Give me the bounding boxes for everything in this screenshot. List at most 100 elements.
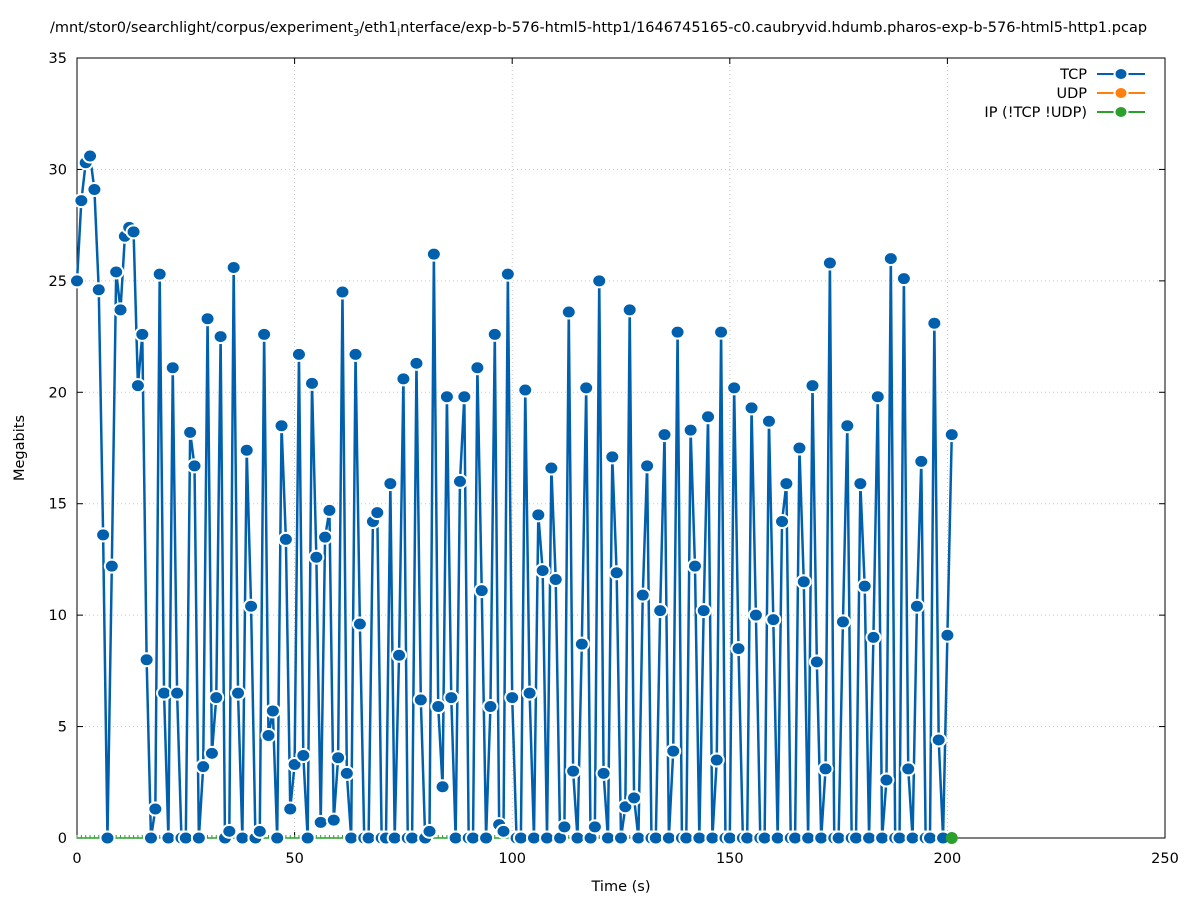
tcp-data-point [591, 273, 608, 289]
tcp-data-point [613, 830, 629, 846]
tcp-data-point [482, 699, 499, 715]
tcp-data-point [504, 690, 521, 706]
tcp-data-point [869, 389, 886, 405]
tcp-data-point [512, 830, 529, 846]
tcp-data-point [243, 598, 260, 614]
tcp-data-point [190, 830, 207, 846]
tcp-data-point [421, 823, 438, 839]
tcp-data-point [469, 360, 486, 376]
tcp-data-point [334, 284, 351, 300]
tcp-data-point [834, 614, 851, 630]
tcp-data-point [743, 400, 760, 416]
tcp-data-point [556, 819, 573, 835]
tcp-data-point [273, 418, 290, 434]
tcp-data-point [608, 565, 625, 581]
tcp-data-point [199, 311, 216, 327]
tcp-data-point [830, 830, 847, 846]
tcp-data-point [817, 761, 834, 777]
tcp-data-point [251, 823, 268, 839]
tcp-data-point [721, 830, 738, 846]
tcp-data-point [695, 603, 712, 619]
tcp-data-point [586, 819, 603, 835]
title-segment: 3 [353, 28, 360, 39]
tcp-data-point [425, 246, 442, 262]
tcp-data-point [164, 360, 181, 376]
tcp-data-point [169, 685, 186, 701]
tcp-data-point [652, 603, 669, 619]
tcp-data-point [369, 505, 386, 521]
y-tick-label: 30 [49, 162, 67, 178]
tcp-data-point [156, 685, 173, 701]
tcp-data-point [804, 378, 821, 394]
tcp-data-point [778, 476, 795, 492]
tcp-data-point [878, 772, 895, 788]
tcp-data-point [408, 355, 425, 371]
tcp-data-point [534, 563, 551, 579]
tcp-data-point [203, 745, 220, 761]
tcp-data-point [347, 346, 364, 362]
tcp-data-point [861, 830, 878, 846]
tcp-data-point [800, 830, 817, 846]
tcp-data-point [882, 251, 899, 267]
tcp-data-point [669, 324, 686, 340]
tcp-data-point [604, 449, 621, 465]
x-tick-label: 250 [1151, 851, 1179, 867]
tcp-data-point [142, 830, 159, 846]
tcp-data-point [391, 647, 408, 663]
tcp-data-point [704, 830, 721, 846]
tcp-data-point [103, 558, 120, 574]
tcp-data-point [112, 302, 129, 318]
tcp-data-point [486, 326, 503, 342]
tcp-data-point [264, 703, 281, 719]
tcp-data-point [338, 765, 355, 781]
tcp-data-point [517, 382, 534, 398]
tcp-data-point [443, 690, 460, 706]
tcp-data-point [495, 823, 512, 839]
tcp-data-point [621, 302, 638, 318]
tcp-data-point [147, 801, 164, 817]
tcp-data-point [295, 748, 312, 764]
tcp-data-point [726, 380, 743, 396]
tcp-data-point [125, 224, 142, 240]
tcp-data-point [525, 830, 542, 846]
tcp-data-point [404, 830, 421, 846]
tcp-data-point [186, 458, 203, 474]
y-tick-label: 20 [49, 385, 67, 401]
tcp-data-point [530, 507, 547, 523]
tcp-data-point [195, 759, 212, 775]
tcp-data-point [756, 830, 773, 846]
y-tick-label: 35 [49, 51, 67, 67]
tcp-data-point [304, 375, 321, 391]
tcp-data-point [330, 750, 347, 766]
tcp-data-point [630, 830, 647, 846]
tcp-data-point [269, 830, 286, 846]
tcp-data-point [713, 324, 730, 340]
tcp-data-point [325, 812, 342, 828]
tcp-data-point [343, 830, 360, 846]
tcp-data-point [686, 558, 703, 574]
tcp-data-point [138, 652, 155, 668]
tcp-data-point [225, 259, 242, 275]
legend-label: UDP [1056, 86, 1087, 102]
tcp-data-point [926, 315, 943, 331]
tcp-data-point [569, 830, 586, 846]
tcp-data-point [808, 654, 825, 670]
tcp-data-point [634, 587, 651, 603]
tcp-data-point [769, 830, 786, 846]
tcp-data-point [813, 830, 830, 846]
tcp-data-point [160, 830, 177, 846]
tcp-data-point [521, 685, 538, 701]
tcp-data-point [312, 814, 329, 830]
y-tick-label: 15 [49, 497, 67, 513]
y-tick-label: 10 [49, 608, 67, 624]
legend-marker [1113, 86, 1129, 100]
y-tick-label: 5 [58, 720, 67, 736]
tcp-data-point [69, 273, 85, 289]
tcp-data-point [913, 453, 930, 469]
tcp-data-point [874, 830, 891, 846]
tcp-data-point [86, 181, 103, 197]
chart-title: /mnt/stor0/searchlight/corpus/experiment… [0, 20, 1197, 39]
tcp-data-point [447, 830, 464, 846]
tcp-data-point [386, 830, 403, 846]
tcp-data-point [639, 458, 656, 474]
